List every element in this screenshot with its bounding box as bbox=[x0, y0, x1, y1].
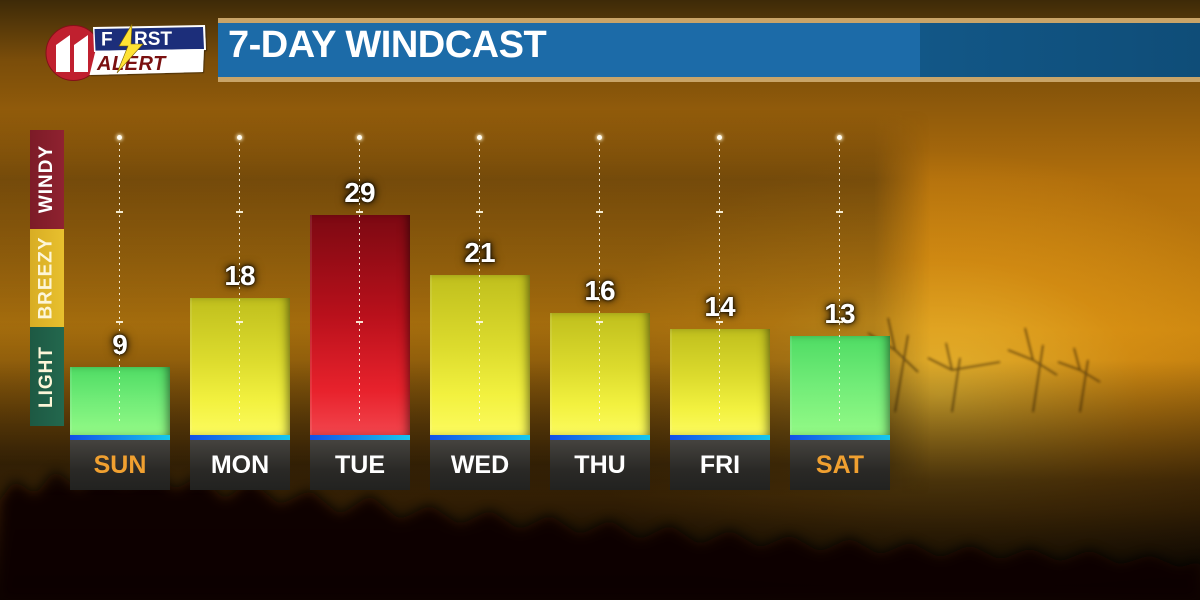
svg-text:F: F bbox=[101, 30, 113, 51]
